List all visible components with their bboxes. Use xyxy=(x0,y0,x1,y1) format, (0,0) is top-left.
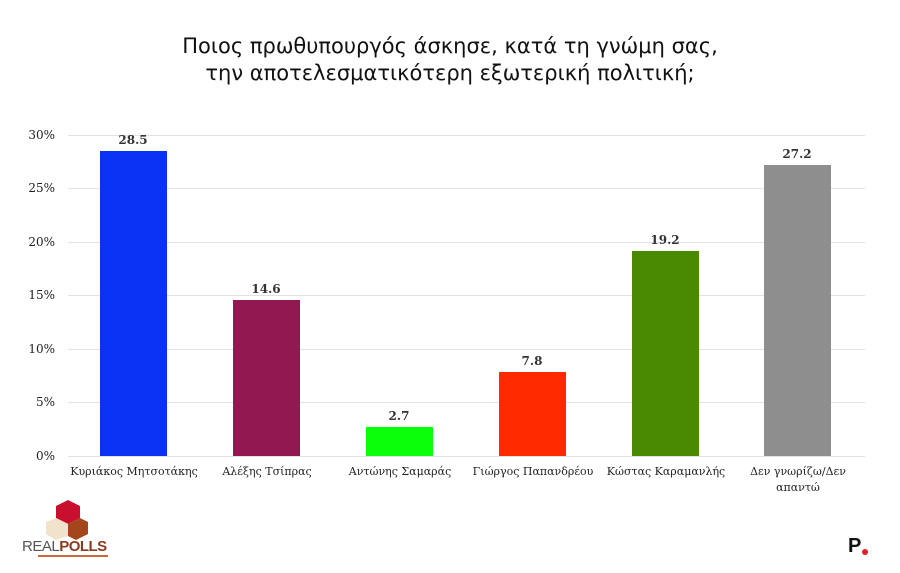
chart-title-line1: Ποιος πρωθυπουργός άσκησε, κατά τη γνώμη… xyxy=(182,34,718,58)
value-label-papandreou: 7.8 xyxy=(521,354,543,368)
value-label-tsipras: 14.6 xyxy=(251,282,281,296)
bar-karamanlis xyxy=(632,251,699,456)
chart-title: Ποιος πρωθυπουργός άσκησε, κατά τη γνώμη… xyxy=(0,33,900,87)
gridline-25 xyxy=(68,188,865,189)
bar-dont-know xyxy=(764,165,831,456)
value-label-karamanlis: 19.2 xyxy=(650,233,680,247)
y-tick-0: 0% xyxy=(35,449,55,463)
y-tick-30: 30% xyxy=(28,128,55,142)
y-tick-10: 10% xyxy=(28,342,55,356)
bar-mitsotakis xyxy=(100,151,167,456)
realpolls-logo: REALPOLLS xyxy=(18,498,118,562)
logo-tagline-bar xyxy=(38,555,108,557)
bar-tsipras xyxy=(233,300,300,456)
gridline-30 xyxy=(68,135,865,136)
gridline-20 xyxy=(68,242,865,243)
y-tick-20: 20% xyxy=(28,235,55,249)
gridline-0 xyxy=(68,456,865,457)
gridline-5 xyxy=(68,402,865,403)
y-tick-15: 15% xyxy=(28,288,55,302)
value-label-samaras: 2.7 xyxy=(388,409,410,423)
gridline-10 xyxy=(68,349,865,350)
x-label-papandreou: Γιώργος Παπανδρέου xyxy=(472,465,594,478)
y-tick-5: 5% xyxy=(35,395,55,409)
x-label-dont-know-line1: Δεν γνωρίζω/Δεν xyxy=(750,465,846,478)
logo-text-real: REAL xyxy=(22,538,60,555)
y-tick-25: 25% xyxy=(28,181,55,195)
gridline-15 xyxy=(68,295,865,296)
x-label-tsipras: Αλέξης Τσίπρας xyxy=(222,465,312,478)
bar-papandreou xyxy=(499,372,566,456)
x-label-mitsotakis: Κυριάκος Μητσοτάκης xyxy=(70,465,198,478)
chart-title-line2: την αποτελεσματικότερη εξωτερική πολιτικ… xyxy=(205,61,695,85)
bar-samaras xyxy=(366,427,433,456)
x-label-samaras: Αντώνης Σαμαράς xyxy=(348,465,452,478)
x-label-dont-know-line2: απαντώ xyxy=(776,481,820,494)
publisher-logo: P xyxy=(848,535,862,557)
x-label-dont-know: Δεν γνωρίζω/Δεν απαντώ xyxy=(728,464,868,496)
cubes-icon xyxy=(46,500,88,540)
publisher-logo-dot xyxy=(862,549,868,555)
x-label-karamanlis: Κώστας Καραμανλής xyxy=(606,465,726,478)
logo-text-polls: POLLS xyxy=(59,538,107,555)
value-label-mitsotakis: 28.5 xyxy=(118,133,148,147)
value-label-dont-know: 27.2 xyxy=(782,147,812,161)
